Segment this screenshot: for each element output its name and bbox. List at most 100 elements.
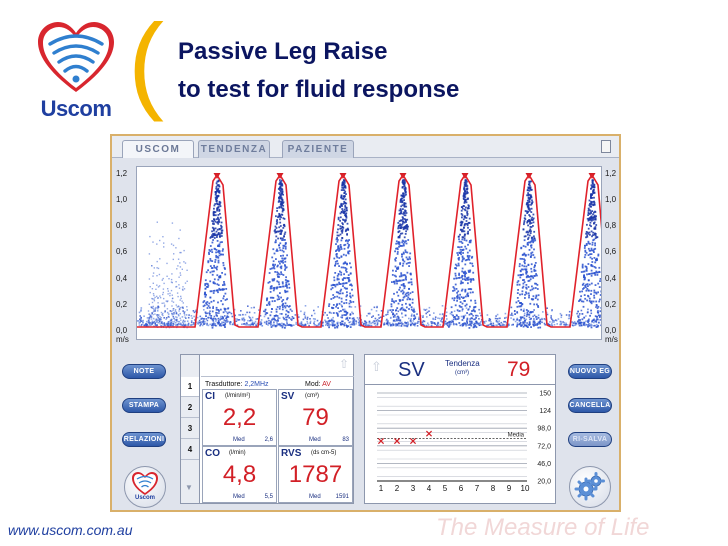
cell-unit: (l/min) [229,450,246,456]
doppler-tick-right: 0,0 [605,326,617,335]
trend-x-tick: 2 [395,484,400,493]
spectrum-noise [137,179,601,329]
sv-cell[interactable]: SV (cm³) 79 Med 83 [278,389,353,446]
row-number[interactable]: 4 [181,440,199,460]
trend-x-tick: 10 [521,484,530,493]
cell-value: 79 [302,404,329,431]
ri-salva-button[interactable]: RI-SALVA [568,432,612,447]
heart-wave-icon [132,472,158,495]
co-cell[interactable]: CO (l/min) 4,8 Med 5,5 [202,446,277,503]
doppler-plot [137,173,601,329]
trend-y-tick: 46,0 [537,461,551,468]
tab-tendenza[interactable]: TENDENZA [198,140,270,158]
trend-y-tick: 98,0 [537,426,551,433]
cell-name: CO [205,448,220,459]
trend-y-tick: 72,0 [537,443,551,450]
ci-cell[interactable]: CI (l/min/m²) 2,2 Med 2,6 [202,389,277,446]
uscom-round-button[interactable]: Uscom [124,466,166,508]
note-button[interactable]: NOTE [122,364,166,379]
trend-x-tick: 4 [427,484,432,493]
uscom-app-window: USCOM TENDENZA PAZIENTE 1,2 1,0 0,8 0,6 … [110,134,621,512]
stampa-button[interactable]: STAMPA [122,398,166,413]
doppler-tick-left: 0,6 [116,247,128,256]
mode-value: AV [322,381,331,388]
tab-uscom[interactable]: USCOM [122,140,194,158]
transducer-label: Trasduttore: [205,381,243,388]
up-arrow-icon[interactable]: ⇧ [371,359,382,374]
doppler-tick-right: 1,0 [605,195,617,204]
trend-point [409,438,417,445]
trend-x-tick: 7 [475,484,480,493]
cell-unit: (ds cm-5) [311,450,337,456]
mode-info: Mod: AV [305,381,331,388]
rvs-cell[interactable]: RVS (ds cm-5) 1787 Med 1591 [278,446,353,503]
doppler-tick-left: 1,2 [116,169,128,178]
trend-parameter: SV [398,359,425,381]
up-arrow-icon[interactable]: ⇧ [339,357,350,371]
heart-wave-icon [38,22,114,92]
trend-y-tick: 150 [539,391,551,398]
row-number[interactable]: 3 [181,419,199,439]
trend-label: Tendenza [445,359,480,368]
nuovo-eg-button[interactable]: NUOVO EG [568,364,612,379]
cell-value: 4,8 [222,461,257,488]
cell-name: RVS [281,448,302,459]
trend-unit: (cm³) [455,370,469,376]
doppler-unit-left: m/s [116,335,129,344]
cell-unit: (l/min/m²) [225,393,251,399]
cancella-button[interactable]: CANCELLA [568,398,612,413]
cell-value: 1787 [288,461,343,488]
relazioni-button[interactable]: RELAZIONI [122,432,166,447]
row-number[interactable]: 2 [181,398,199,418]
measurement-header: ⇧ [201,355,354,377]
cell-med-value: 1591 [335,494,349,500]
uscom-logo: Uscom [30,22,120,122]
cell-unit: (cm³) [305,393,319,399]
trend-point [393,438,401,445]
trend-x-tick: 8 [491,484,496,493]
cell-med-label: Med [233,437,245,443]
doppler-tick-right: 0,4 [605,274,617,283]
media-label: Media [508,432,525,438]
row-number[interactable]: 1 [181,377,199,397]
trend-chart: 150 124 98,0 72,0 46,0 20,0 Media 1 2 3 4 5 6 7 8 9 10 [377,391,551,493]
scroll-down-icon[interactable]: ▼ [185,483,193,492]
trend-x-tick: 9 [507,484,512,493]
doppler-unit-right: m/s [605,335,618,344]
footer-url[interactable]: www.uscom.com.au [8,522,133,538]
row-number-column: 1 2 3 4 ▼ [181,355,200,503]
transducer-value: 2,2MHz [244,381,269,388]
trend-point [425,430,433,437]
transducer-info: Trasduttore: 2,2MHz [205,381,269,388]
cell-med-value: 5,5 [264,494,273,500]
slide-title-line1: Passive Leg Raise [178,38,388,65]
trend-panel: ⇧ SV Tendenza (cm³) 79 150 124 98,0 72,0 46,… [364,354,556,504]
measurement-panel: 1 2 3 4 ▼ ⇧ Trasduttore: 2,2MHz Mod: AV … [180,354,354,504]
cell-med-label: Med [233,494,245,500]
cell-med-value: 83 [342,437,349,443]
doppler-tick-left: 0,4 [116,274,128,283]
trend-point [377,438,385,445]
doppler-tick-right: 0,2 [605,300,617,309]
velocity-envelope [137,173,601,328]
gears-icon [574,472,605,501]
tab-bar: USCOM TENDENZA PAZIENTE [112,136,619,158]
trend-y-tick: 20,0 [537,479,551,486]
trend-x-tick: 3 [411,484,416,493]
doppler-tick-left: 0,2 [116,300,128,309]
document-icon[interactable] [601,140,611,153]
tagline: The Measure of Life [436,514,650,541]
cell-name: CI [205,391,215,402]
tab-paziente[interactable]: PAZIENTE [282,140,354,158]
cell-med-label: Med [309,437,321,443]
cell-value: 2,2 [222,404,257,431]
trend-x-tick: 5 [443,484,448,493]
trend-x-tick: 6 [459,484,464,493]
doppler-tick-right: 0,6 [605,247,617,256]
mode-label: Mod: [305,381,321,388]
doppler-tick-left: 1,0 [116,195,128,204]
trend-value: 79 [507,358,531,381]
cell-med-value: 2,6 [264,437,273,443]
settings-round-button[interactable] [569,466,611,508]
